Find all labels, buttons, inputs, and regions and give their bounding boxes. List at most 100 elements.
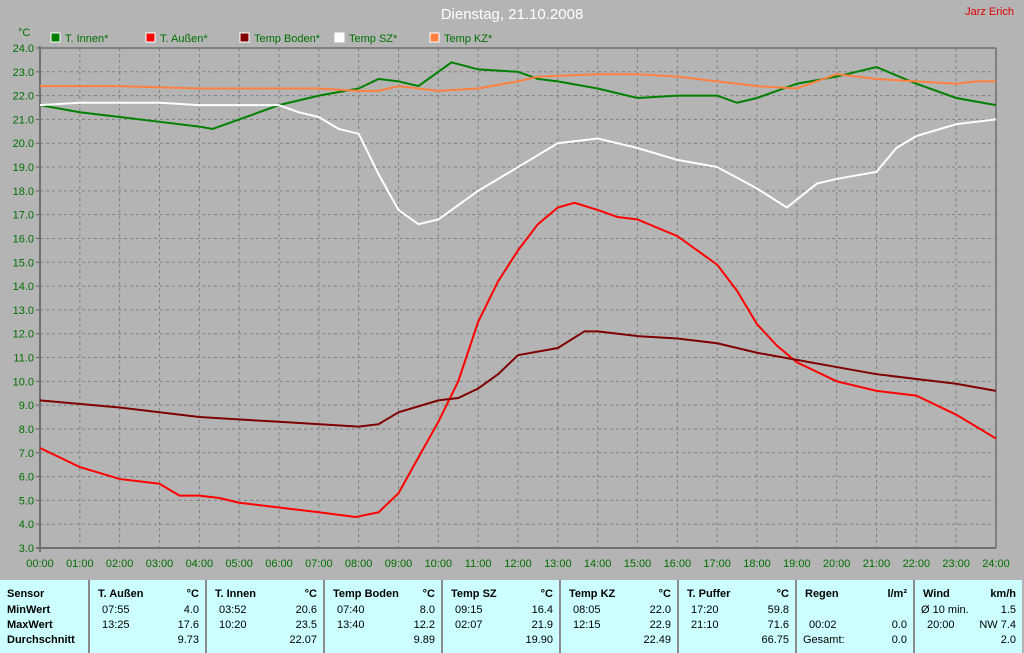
stats-time: 00:02 [809, 619, 837, 631]
stats-value: 23.5 [295, 619, 317, 631]
y-tick-label: 23.0 [13, 67, 34, 79]
legend-label: Temp SZ* [349, 33, 398, 45]
x-tick-label: 12:00 [504, 558, 532, 570]
author-label: Jarz Erich [965, 6, 1014, 18]
legend-swatch [429, 32, 440, 43]
stats-time: 08:05 [573, 604, 601, 616]
stats-column-unit: °C [304, 588, 317, 600]
stats-value: 22.49 [643, 634, 671, 646]
stats-value: 20.6 [295, 604, 317, 616]
y-tick-label: 6.0 [19, 472, 34, 484]
y-tick-label: 15.0 [13, 257, 34, 269]
legend-label: Temp Boden* [254, 33, 321, 45]
x-tick-label: 22:00 [903, 558, 931, 570]
x-tick-label: 18:00 [743, 558, 771, 570]
y-tick-label: 4.0 [19, 519, 34, 531]
stats-table: Sensor MinWert MaxWert Durchschnitt T. Außen… [0, 580, 1022, 653]
stats-column: Temp SZ °C 09:15 16.4 02:07 21.9 19.90 [441, 580, 559, 653]
stats-value: 21.9 [531, 619, 553, 631]
x-tick-label: 15:00 [624, 558, 652, 570]
y-tick-label: 9.0 [19, 400, 34, 412]
stats-column: T. Außen °C 07:55 4.0 13:25 17.6 9.73 [88, 580, 205, 653]
stats-time: 13:40 [337, 619, 365, 631]
stats-column-unit: km/h [990, 588, 1016, 600]
y-tick-label: 11.0 [13, 353, 34, 365]
y-tick-label: 7.0 [19, 448, 34, 460]
stats-time: 03:52 [219, 604, 247, 616]
y-tick-label: 22.0 [13, 91, 34, 103]
temperature-chart: °C 3.0 4.0 5.0 6.0 7.0 8.0 9.0 10.0 11.0 12.0 13.0 1… [13, 27, 1010, 570]
stats-column-unit: °C [540, 588, 553, 600]
stats-time: Gesamt: [803, 634, 845, 646]
stats-column-unit: °C [186, 588, 199, 600]
y-tick-label: 5.0 [19, 495, 34, 507]
stats-value: 8.0 [419, 604, 435, 616]
stats-header: Sensor [7, 588, 45, 600]
stats-time: 09:15 [455, 604, 483, 616]
x-tick-label: 01:00 [66, 558, 94, 570]
y-tick-label: 12.0 [13, 329, 34, 341]
stats-column-unit: °C [776, 588, 789, 600]
stats-column: Wind km/h Ø 10 min. 1.5 20:00 NW 7.4 2.0 [913, 580, 1022, 653]
stats-value: 66.75 [761, 634, 789, 646]
stats-row-label: MinWert [7, 604, 51, 616]
stats-time: 02:07 [455, 619, 483, 631]
legend-label: T. Innen* [65, 33, 109, 45]
stats-column-name: Wind [923, 588, 950, 600]
legend-swatch [239, 32, 250, 43]
y-tick-label: 10.0 [13, 376, 34, 388]
x-tick-label: 06:00 [265, 558, 293, 570]
x-tick-label: 11:00 [465, 558, 492, 570]
legend-label: Temp KZ* [444, 33, 493, 45]
stats-time: 07:55 [102, 604, 130, 616]
stats-time: 17:20 [691, 604, 719, 616]
stats-value: 19.90 [525, 634, 553, 646]
x-tick-label: 21:00 [863, 558, 891, 570]
x-tick-label: 03:00 [146, 558, 174, 570]
stats-time: 12:15 [573, 619, 601, 631]
stats-time: 20:00 [927, 619, 955, 631]
y-tick-label: 18.0 [13, 186, 34, 198]
stats-value: 9.73 [177, 634, 199, 646]
stats-column: Temp KZ °C 08:05 22.0 12:15 22.9 22.49 [559, 580, 677, 653]
stats-column-unit: °C [658, 588, 671, 600]
stats-value: 2.0 [1000, 634, 1016, 646]
y-tick-label: 3.0 [19, 543, 34, 555]
stats-column-name: T. Puffer [687, 588, 731, 600]
stats-value: 1.5 [1000, 604, 1016, 616]
series-line-tempkz [40, 73, 996, 92]
y-tick-label: 21.0 [13, 114, 34, 126]
stats-time: Ø 10 min. [921, 604, 969, 616]
x-tick-label: 07:00 [305, 558, 333, 570]
x-tick-label: 16:00 [664, 558, 692, 570]
x-tick-label: 14:00 [584, 558, 612, 570]
x-tick-label: 04:00 [186, 558, 214, 570]
stats-value: 0.0 [891, 619, 907, 631]
chart-title: Dienstag, 21.10.2008 [440, 6, 584, 23]
legend-swatch [334, 32, 345, 43]
y-tick-label: 16.0 [13, 233, 34, 245]
stats-column-unit: l/m² [887, 588, 907, 600]
stats-column-name: T. Innen [215, 588, 256, 600]
y-tick-label: 20.0 [13, 138, 34, 150]
stats-row-label: MaxWert [7, 619, 53, 631]
stats-value: 0.0 [891, 634, 907, 646]
x-tick-label: 19:00 [783, 558, 811, 570]
legend-label: T. Außen* [160, 33, 208, 45]
legend-swatch [50, 32, 61, 43]
x-tick-label: 17:00 [703, 558, 731, 570]
stats-value: 22.07 [289, 634, 317, 646]
stats-value: 22.9 [649, 619, 671, 631]
y-tick-label: 19.0 [13, 162, 34, 174]
stats-column-unit: °C [422, 588, 435, 600]
stats-value: 59.8 [767, 604, 789, 616]
x-tick-label: 08:00 [345, 558, 373, 570]
stats-value: 4.0 [183, 604, 199, 616]
stats-value: 9.89 [413, 634, 435, 646]
stats-column-name: Temp Boden [333, 588, 399, 600]
x-tick-label: 13:00 [544, 558, 572, 570]
stats-column: Temp Boden °C 07:40 8.0 13:40 12.2 9.89 [323, 580, 441, 653]
stats-time: 13:25 [102, 619, 130, 631]
x-tick-label: 02:00 [106, 558, 134, 570]
stats-time: 10:20 [219, 619, 247, 631]
